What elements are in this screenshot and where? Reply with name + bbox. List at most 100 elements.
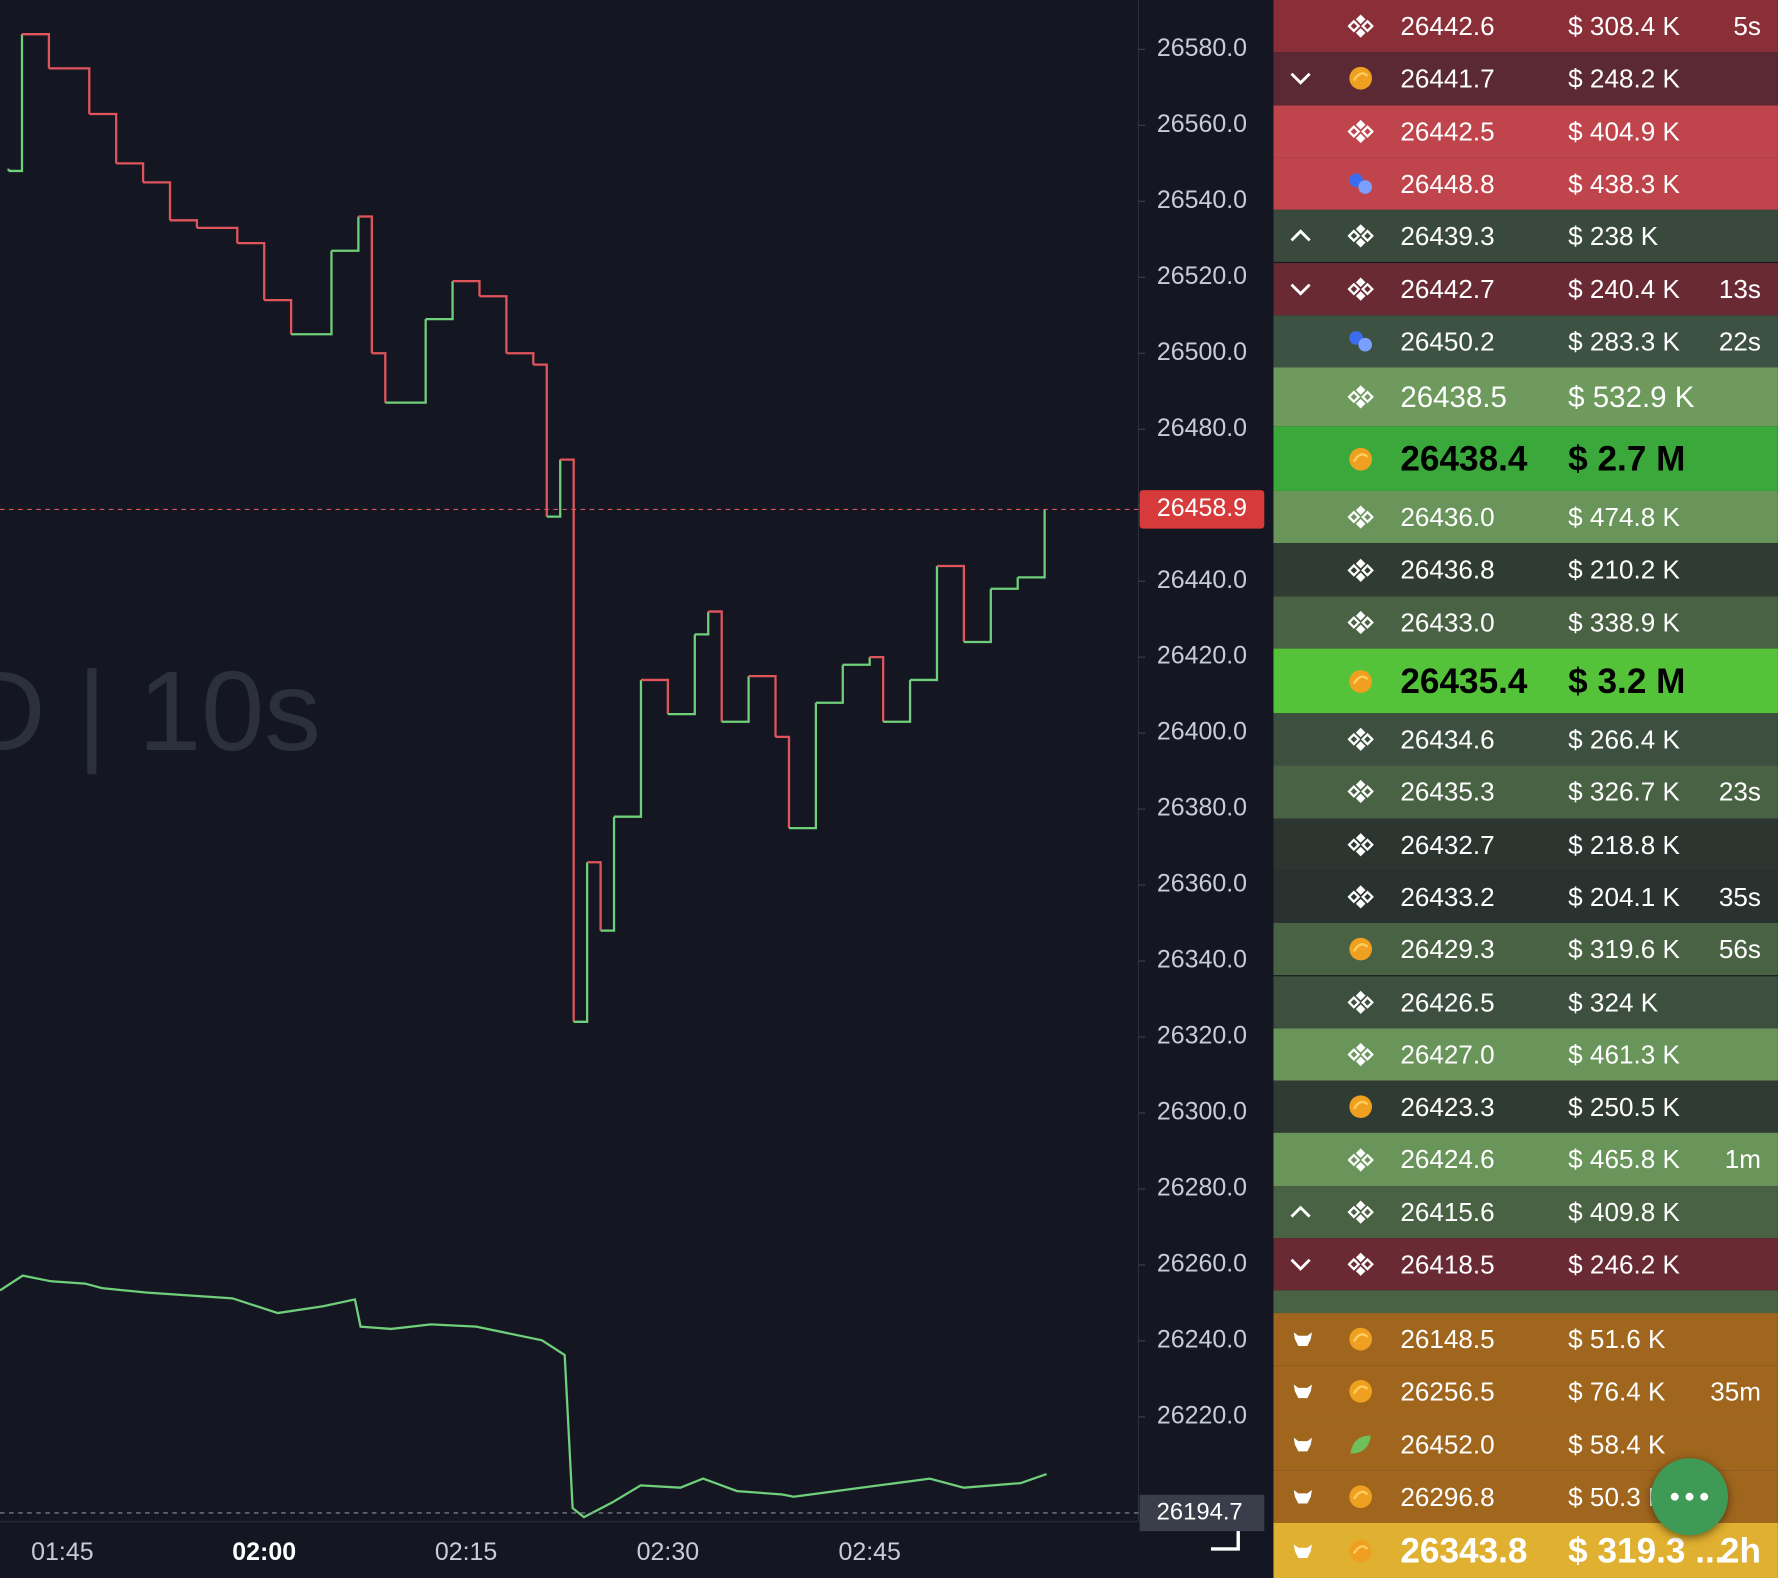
more-button[interactable] bbox=[1650, 1458, 1729, 1536]
price-step bbox=[196, 226, 239, 244]
trade-row[interactable]: 26439.3 $ 238 K bbox=[1273, 209, 1778, 263]
trade-row[interactable]: 26436.8 $ 210.2 K bbox=[1273, 543, 1778, 597]
trade-age: 23s bbox=[1718, 777, 1761, 807]
price-step bbox=[721, 676, 750, 723]
trade-row[interactable]: 26450.2 $ 283.3 K 22s bbox=[1273, 314, 1778, 368]
trade-row[interactable]: 26433.0 $ 338.9 K bbox=[1273, 596, 1778, 649]
trade-price: 26452.0 bbox=[1400, 1429, 1495, 1459]
trade-amount: $ 409.8 K bbox=[1568, 1197, 1680, 1227]
trade-row[interactable]: 26442.6 $ 308.4 K 5s bbox=[1273, 0, 1778, 53]
scale-icon[interactable] bbox=[1211, 1526, 1240, 1551]
trade-amount: $ 319.6 K bbox=[1568, 934, 1680, 965]
trade-amount: $ 238 K bbox=[1568, 221, 1659, 251]
low-price-label: 26194.7 bbox=[1157, 1498, 1243, 1525]
trade-row[interactable]: 26427.0 $ 461.3 K bbox=[1273, 1028, 1778, 1081]
arrow-down[interactable] bbox=[1287, 65, 1314, 92]
trade-row[interactable]: 26435.4 $ 3.2 M bbox=[1273, 648, 1778, 714]
y-tick-label: 26340.0 bbox=[1157, 946, 1247, 974]
price-step bbox=[21, 33, 51, 69]
trade-price: 26434.6 bbox=[1400, 724, 1495, 755]
arrow-down[interactable] bbox=[1287, 275, 1314, 302]
trade-row[interactable]: 26442.7 $ 240.4 K 13s bbox=[1273, 262, 1778, 315]
trade-row[interactable]: 26441.7 $ 248.2 K bbox=[1273, 52, 1778, 105]
exchange-icon bbox=[1349, 1095, 1373, 1119]
price-step bbox=[371, 352, 387, 403]
trade-row[interactable]: 26436.0 $ 474.8 K bbox=[1273, 491, 1778, 544]
trade-row[interactable]: 26415.6 $ 409.8 K bbox=[1273, 1185, 1778, 1239]
price-step bbox=[587, 861, 602, 931]
trade-row[interactable]: 26418.5 $ 246.2 K bbox=[1273, 1238, 1778, 1291]
price-step bbox=[936, 564, 966, 642]
y-tick-label: 26260.0 bbox=[1157, 1250, 1247, 1278]
y-tick-label: 26480.0 bbox=[1157, 414, 1247, 442]
trade-row[interactable]: 26435.3 $ 326.7 K 23s bbox=[1273, 765, 1778, 819]
x-tick-label: 02:45 bbox=[838, 1538, 900, 1566]
y-tick-label: 26520.0 bbox=[1157, 262, 1247, 290]
trade-price: 26439.3 bbox=[1400, 221, 1495, 251]
exchange-icon bbox=[1347, 727, 1374, 752]
exchange-icon bbox=[1347, 119, 1374, 143]
price-step bbox=[614, 679, 643, 818]
trade-amount: $ 210.2 K bbox=[1568, 554, 1680, 585]
trade-amount: $ 338.9 K bbox=[1568, 607, 1680, 637]
y-tick-label: 26560.0 bbox=[1157, 110, 1247, 138]
trade-row[interactable]: 26438.4 $ 2.7 M bbox=[1273, 426, 1778, 492]
trade-row[interactable]: 26438.5 $ 532.9 K bbox=[1273, 367, 1778, 427]
bull-icon bbox=[1293, 1332, 1312, 1347]
trade-amount: $ 465.8 K bbox=[1568, 1144, 1680, 1175]
trade-price: 26441.7 bbox=[1400, 63, 1495, 94]
trade-row[interactable]: 26424.6 $ 465.8 K 1m bbox=[1273, 1133, 1778, 1186]
liquidation-row[interactable]: 26256.5 $ 76.4 K 35m bbox=[1273, 1365, 1778, 1419]
arrow-down[interactable] bbox=[1287, 1251, 1314, 1278]
trade-age: 2h bbox=[1719, 1530, 1761, 1571]
trade-amount: $ 240.4 K bbox=[1568, 273, 1680, 304]
arrow-up[interactable] bbox=[1287, 223, 1314, 250]
y-tick-label: 26440.0 bbox=[1157, 566, 1247, 594]
trade-price: 26438.5 bbox=[1400, 379, 1507, 414]
liquidation-row[interactable]: 26452.0 $ 58.4 K bbox=[1273, 1418, 1778, 1471]
trade-price: 26432.7 bbox=[1400, 829, 1495, 860]
trade-amount: $ 2.7 M bbox=[1568, 438, 1686, 479]
y-tick-label: 26320.0 bbox=[1157, 1022, 1247, 1050]
exchange-icon bbox=[1349, 1380, 1373, 1404]
trade-row[interactable]: 26429.3 $ 319.6 K 56s bbox=[1273, 923, 1778, 976]
exchange-icon bbox=[1347, 1252, 1374, 1277]
price-step bbox=[667, 634, 696, 716]
trade-row[interactable]: 26442.5 $ 404.9 K bbox=[1273, 104, 1778, 158]
trade-amount: $ 404.9 K bbox=[1568, 116, 1680, 146]
exchange-icon bbox=[1347, 832, 1374, 857]
price-step bbox=[533, 363, 548, 517]
trade-price: 26256.5 bbox=[1400, 1376, 1495, 1407]
trade-price: 26435.3 bbox=[1400, 777, 1495, 807]
liquidation-row[interactable]: 26148.5 $ 51.6 K bbox=[1273, 1313, 1778, 1366]
trade-row[interactable]: 26448.8 $ 438.3 K bbox=[1273, 157, 1778, 210]
y-tick-label: 26540.0 bbox=[1157, 186, 1247, 214]
price-step bbox=[640, 678, 670, 715]
y-tick-label: 26580.0 bbox=[1157, 34, 1247, 62]
trade-age: 13s bbox=[1718, 273, 1761, 304]
trade-price: 26343.8 bbox=[1400, 1530, 1528, 1571]
price-step bbox=[748, 675, 777, 737]
price-step bbox=[89, 112, 118, 164]
price-step bbox=[600, 816, 616, 932]
x-tick-label: 02:15 bbox=[435, 1538, 497, 1566]
price-step bbox=[291, 250, 333, 336]
trade-row[interactable]: 26432.7 $ 218.8 K bbox=[1273, 818, 1778, 871]
arrow-up[interactable] bbox=[1287, 1198, 1314, 1225]
trade-amount: $ 76.4 K bbox=[1568, 1376, 1666, 1407]
low-price-box bbox=[1139, 1494, 1265, 1532]
trade-row[interactable]: 26434.6 $ 266.4 K bbox=[1273, 713, 1778, 766]
trade-price: 26418.5 bbox=[1400, 1249, 1495, 1280]
trade-row[interactable]: 26426.5 $ 324 K bbox=[1273, 975, 1778, 1029]
last-price-label: 26458.9 bbox=[1157, 494, 1247, 522]
trade-amount: $ 438.3 K bbox=[1568, 168, 1680, 199]
trade-age: 5s bbox=[1733, 11, 1761, 41]
trade-row[interactable]: 26423.3 $ 250.5 K bbox=[1273, 1080, 1778, 1134]
price-step bbox=[573, 862, 589, 1023]
exchange-icon bbox=[1347, 610, 1374, 634]
price-step bbox=[708, 610, 723, 722]
exchange-icon bbox=[1349, 447, 1373, 471]
exchange-icon bbox=[1347, 1147, 1374, 1172]
trade-row[interactable]: 26433.2 $ 204.1 K 35s bbox=[1273, 870, 1778, 924]
